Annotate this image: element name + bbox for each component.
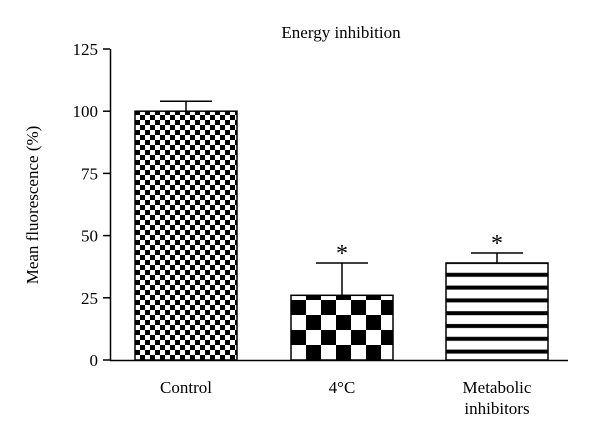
x-tick-label-3: Metabolic inhibitors <box>463 378 532 418</box>
bars: * * <box>134 100 549 361</box>
x-tick-label-2: 4°C <box>329 378 356 397</box>
y-tick-label: 100 <box>73 102 99 121</box>
bar-3 <box>445 262 549 361</box>
chart-title: Energy inhibition <box>281 23 401 42</box>
x-tick-label-1: Control <box>160 378 212 397</box>
bar-2 <box>290 294 394 361</box>
y-tick-label: 25 <box>81 289 98 308</box>
significance-marker-2: * <box>336 241 348 267</box>
y-axis-label: Mean fluorescence (%) <box>23 126 42 285</box>
y-tick-label: 50 <box>81 227 98 246</box>
y-tick-label: 75 <box>81 164 98 183</box>
y-axis-ticks: 0 25 50 75 100 125 <box>73 40 110 370</box>
y-tick-label: 0 <box>90 351 99 370</box>
bar-1 <box>134 110 238 361</box>
x-axis-tick-labels: Control 4°C Metabolic inhibitors <box>160 378 532 418</box>
y-tick-label: 125 <box>73 40 99 59</box>
significance-marker-3: * <box>491 231 503 257</box>
